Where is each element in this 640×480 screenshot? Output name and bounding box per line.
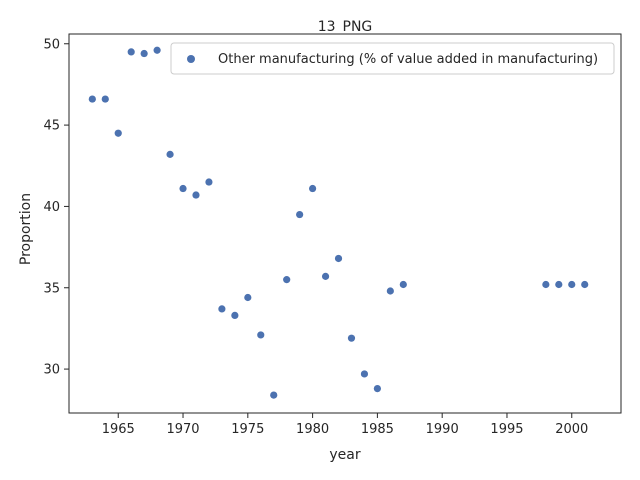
x-axis-label: year (329, 447, 360, 463)
data-point (399, 280, 407, 289)
data-point (555, 280, 563, 289)
x-tick-label: 1990 (426, 422, 459, 437)
data-point (283, 276, 291, 284)
legend-label: Other manufacturing (% of value added in… (218, 52, 598, 67)
data-point (270, 391, 278, 399)
data-point (153, 46, 161, 54)
y-tick-label: 50 (43, 37, 60, 52)
y-axis-label: Proportion (18, 193, 34, 265)
x-tick-label: 1970 (166, 422, 199, 437)
data-point (218, 305, 226, 313)
data-point (321, 272, 330, 280)
x-tick-label: 2000 (555, 422, 588, 437)
data-point (88, 95, 96, 103)
data-point (231, 311, 239, 320)
data-point (127, 48, 135, 56)
data-point (244, 293, 252, 302)
axis-ticks: 1965 1970 1975 1980 1985 1990 1995 2000 30 35 40 45… (43, 37, 588, 437)
legend: Other manufacturing (% of value added in… (170, 42, 615, 75)
data-point (386, 287, 394, 295)
data-point (347, 334, 356, 342)
data-point (568, 280, 576, 289)
data-point (166, 150, 174, 158)
x-tick-label: 1975 (231, 422, 264, 437)
data-point (581, 280, 589, 289)
data-point (101, 95, 109, 103)
data-point (334, 254, 343, 263)
y-tick-label: 35 (43, 281, 60, 296)
data-point (114, 129, 122, 137)
data-point (296, 210, 304, 219)
y-tick-label: 45 (43, 119, 60, 134)
plot-frame (68, 33, 622, 414)
data-points (88, 46, 589, 399)
data-point (257, 331, 265, 339)
data-point (140, 49, 148, 58)
y-tick-label: 40 (43, 200, 60, 215)
data-point (192, 191, 200, 199)
data-point (205, 178, 213, 186)
data-point (360, 370, 369, 378)
x-tick-label: 1980 (296, 422, 329, 437)
data-point (373, 385, 381, 393)
legend-box (170, 42, 615, 75)
x-tick-label: 1965 (102, 422, 135, 437)
y-tick-label: 30 (43, 363, 60, 378)
x-tick-label: 1985 (361, 422, 394, 437)
x-tick-label: 1995 (490, 422, 523, 437)
data-point (309, 184, 317, 193)
data-point (542, 280, 550, 289)
legend-marker (187, 55, 195, 63)
data-point (179, 184, 187, 193)
chart-title: 13_PNG (318, 19, 373, 35)
